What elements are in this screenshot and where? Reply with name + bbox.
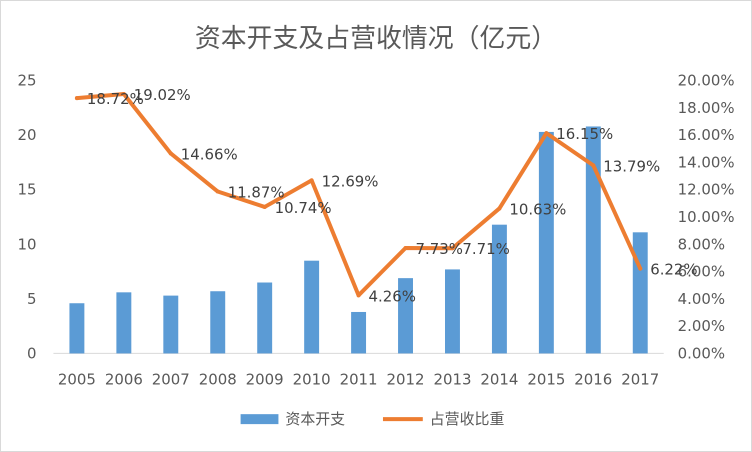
y-right-tick-label: 2.00% [678,317,725,335]
x-tick-label: 2008 [199,370,237,388]
line-point [74,96,79,101]
y-left-tick-label: 20 [18,126,37,144]
data-label: 7.73% [415,240,462,258]
data-label: 10.74% [275,199,332,217]
y-right-tick-label: 12.00% [678,181,735,199]
data-label: 13.79% [603,157,660,175]
line-point [215,189,220,194]
y-right-tick-label: 18.00% [678,99,735,117]
y-left-tick-label: 0 [27,344,37,362]
data-label: 7.71% [462,240,509,258]
x-tick-label: 2006 [105,370,143,388]
y-left-tick-label: 25 [18,72,37,90]
line-point [309,178,314,183]
data-label: 16.15% [556,125,613,143]
bar-series [69,126,648,354]
line-point [403,246,408,250]
line-point [544,131,549,136]
line-point [450,246,455,251]
x-tick-label: 2009 [246,370,284,388]
x-tick-label: 2007 [152,370,190,388]
x-tick-label: 2016 [574,370,612,388]
legend-label-line: 占营收比重 [430,410,505,428]
bar [585,126,601,354]
data-label: 14.66% [181,145,238,163]
line-point [591,163,596,168]
bar [491,224,507,354]
line-point [262,204,267,209]
bar [116,292,132,354]
bar [538,131,554,354]
y-right-tick-label: 4.00% [678,290,725,308]
data-label: 19.02% [134,86,191,104]
line-point [121,92,126,97]
line-series [74,92,643,298]
bar [398,278,413,354]
bar [69,303,85,354]
legend: 资本开支 占营收比重 [240,410,505,428]
y-right-tick-label: 8.00% [678,235,725,253]
y-right-tick-label: 20.00% [678,72,735,90]
y-right-tick-label: 6.00% [678,263,725,281]
bar [210,291,226,354]
y-right-tick-label: 0.00% [678,344,725,362]
legend-label-bar: 资本开支 [285,410,345,428]
x-tick-label: 2013 [433,370,471,388]
bar [351,311,367,354]
y-right-tick-label: 16.00% [678,126,735,144]
data-label: 6.22% [650,261,697,279]
line-point [356,293,361,298]
x-tick-label: 2005 [58,370,96,388]
x-tick-label: 2011 [340,370,378,388]
bar [257,282,273,354]
x-tick-label: 2012 [387,370,425,388]
y-left-tick-label: 15 [18,181,37,199]
legend-swatch-bar [240,414,279,425]
bar [632,232,648,354]
y-right-tick-label: 10.00% [678,208,735,226]
y-right-tick-label: 14.00% [678,153,735,171]
bar [163,295,179,354]
axes: 0 5 10 15 20 25 0.00% 2.00% 4.00% 6.00% 8.00% 10.00… [18,72,735,389]
data-label: 4.26% [369,287,416,305]
x-tick-label: 2010 [293,370,331,388]
y-left-tick-label: 10 [18,235,37,253]
data-label: 12.69% [322,172,379,190]
line-point [638,266,643,271]
y-left-tick-label: 5 [27,290,37,308]
data-label: 11.87% [228,184,285,202]
line-point [168,151,173,156]
bar [304,260,320,354]
chart-title: 资本开支及占营收情况（亿元） [195,24,557,54]
data-label: 18.72% [87,90,144,108]
bar [445,269,460,354]
data-labels: 18.72%19.02% 14.66% 11.87%10.74% 12.69% 4.26… [87,86,698,305]
data-label: 10.63% [509,200,566,218]
x-tick-label: 2017 [621,370,659,388]
x-tick-label: 2014 [480,370,518,388]
x-tick-label: 2015 [527,370,565,388]
line-point [497,206,502,211]
